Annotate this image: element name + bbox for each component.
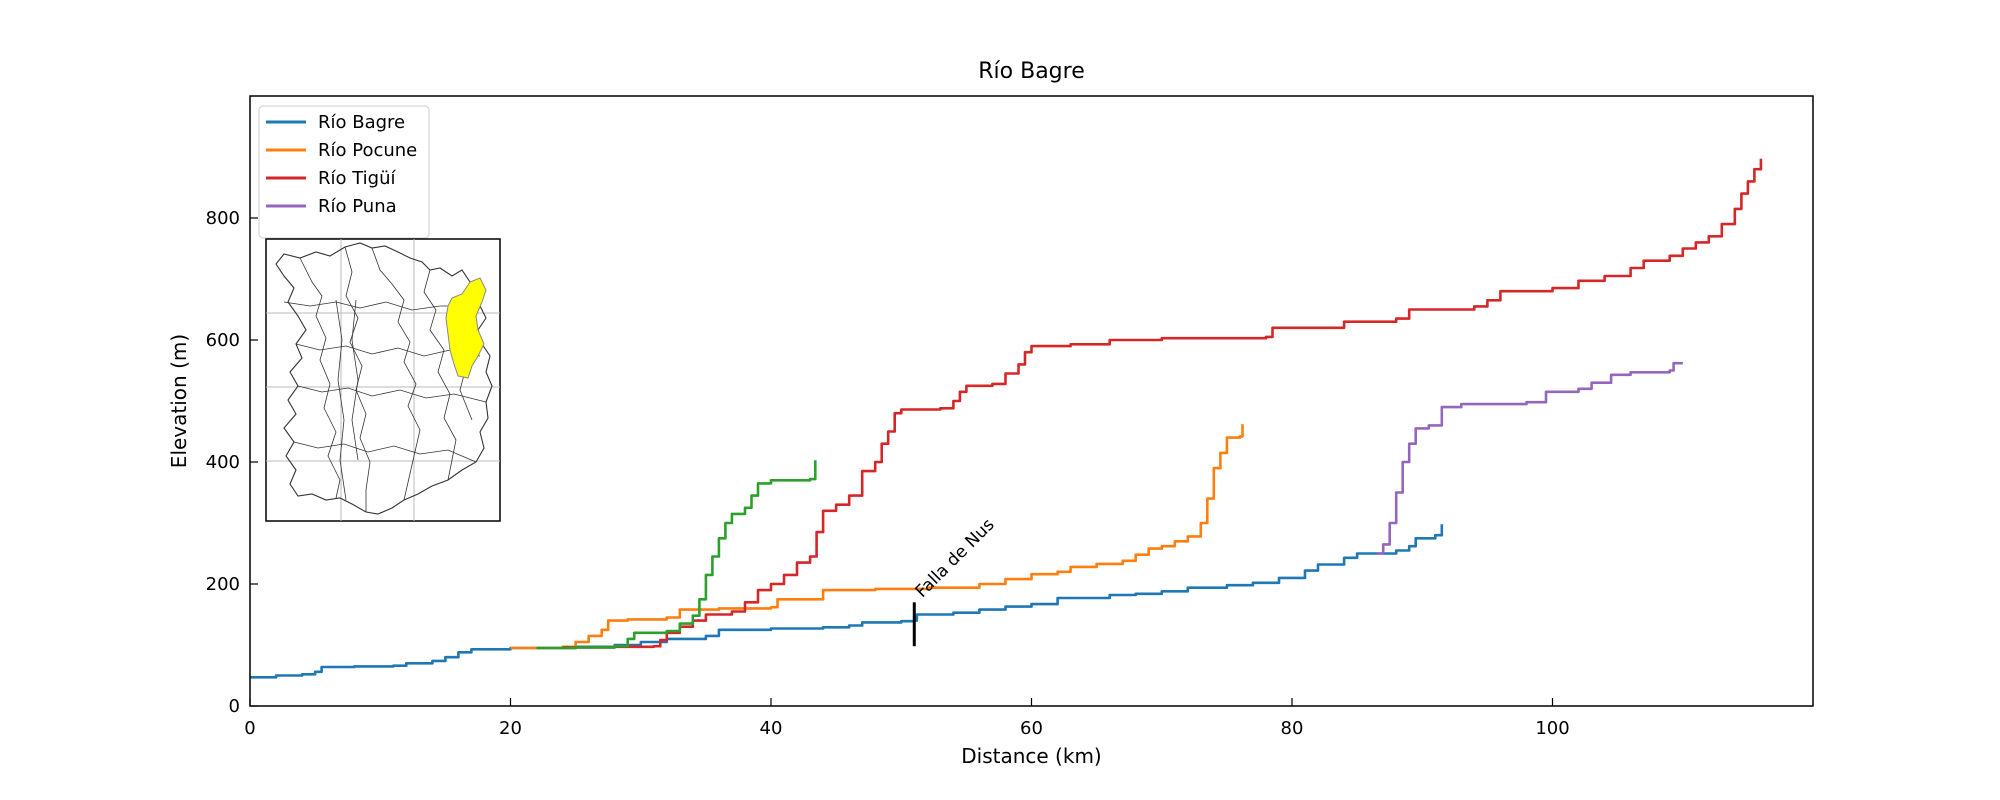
legend-label-r-o-puna: Río Puna bbox=[318, 196, 397, 217]
series-line-r-o-tig- bbox=[562, 158, 1763, 649]
y-tick-label-2: 400 bbox=[206, 452, 240, 473]
inset-map bbox=[265, 238, 501, 522]
x-tick-label-1: 20 bbox=[499, 718, 522, 739]
legend-label-r-o-pocune: Río Pocune bbox=[318, 140, 417, 161]
series-line-r-o-bagre bbox=[250, 524, 1444, 679]
x-tick-label-2: 40 bbox=[760, 718, 783, 739]
y-tick-label-3: 600 bbox=[206, 330, 240, 351]
legend: Río Bagre Río Pocune Río Tigüí Río Puna bbox=[258, 105, 430, 239]
series-layer bbox=[250, 158, 1763, 679]
y-tick-label-0: 0 bbox=[229, 696, 240, 717]
y-tick-label-1: 200 bbox=[206, 574, 240, 595]
plot-frame bbox=[249, 95, 1814, 707]
series-line-r-o-pocune bbox=[510, 424, 1244, 650]
x-tick-label-3: 60 bbox=[1020, 718, 1043, 739]
chart-title: Río Bagre bbox=[978, 59, 1085, 84]
series-line-unlabeled bbox=[536, 460, 817, 650]
x-tick-label-5: 100 bbox=[1535, 718, 1569, 739]
legend-label-r-o-bagre: Río Bagre bbox=[318, 112, 405, 133]
series-line-r-o-puna bbox=[1376, 361, 1683, 555]
x-axis-label: Distance (km) bbox=[961, 744, 1101, 768]
legend-label-r-o-tig-: Río Tigüí bbox=[318, 168, 397, 189]
highlighted-basin bbox=[445, 277, 487, 379]
x-tick-label-0: 0 bbox=[244, 718, 255, 739]
y-axis-label: Elevation (m) bbox=[167, 334, 191, 468]
annotation: Falla de Nus bbox=[912, 515, 999, 647]
y-tick-label-4: 800 bbox=[206, 208, 240, 229]
axis-ticks: 0 20 40 60 80 100 0 200 400 600 800 bbox=[206, 208, 1570, 739]
x-tick-label-4: 80 bbox=[1281, 718, 1304, 739]
